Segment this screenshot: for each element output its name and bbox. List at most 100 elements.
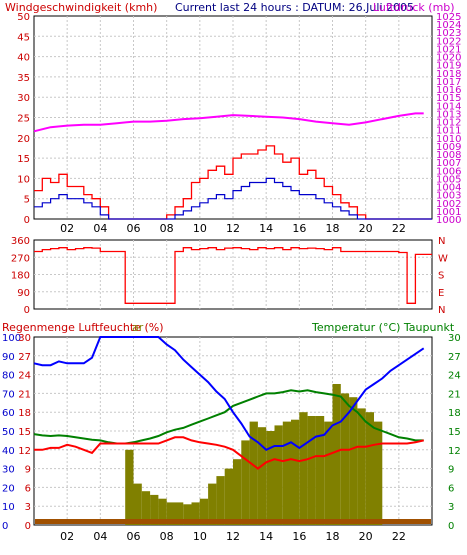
pressure-tick: 1013 [436,109,461,120]
pressure-tick: 1024 [436,20,461,31]
pressure-tick: 1018 [436,69,461,80]
x-tick-label: 04 [93,530,107,543]
pressure-tick: 1001 [436,207,461,218]
wind-speed-tick: 50 [17,12,30,23]
wind-speed-tick: 35 [17,73,30,84]
x-tick-label: 06 [127,530,141,543]
rain-bar [357,408,366,525]
rain-bar [241,440,250,525]
rain-bar [365,412,374,525]
x-tick-label: 04 [93,222,107,235]
rain-bar [299,412,308,525]
temperature-tick: 30 [448,333,461,344]
direction-degrees-axis: 360 270 180 90 0 [11,236,30,316]
rain-baseline-bar [35,519,431,524]
rain-bars [125,384,383,525]
pressure-tick: 1009 [436,142,461,153]
temperature-tick: 18 [448,408,461,419]
wind-average-line [34,177,432,220]
rain-bar [307,416,316,525]
rain-bar [166,502,175,525]
direction-degree-tick: 360 [11,236,30,247]
rain-bar [216,476,225,525]
rain-bar [224,468,233,525]
x-tick-label: 10 [193,530,207,543]
pressure-tick: 1007 [436,158,461,169]
wind-speed-tick: 30 [17,93,30,104]
pressure-tick: 1000 [436,215,461,226]
x-tick-label: 16 [292,530,306,543]
x-tick-label: 12 [226,222,240,235]
x-tick-label: 02 [60,222,74,235]
rain-bar [183,504,192,525]
x-tick-label: 02 [60,530,74,543]
pressure-tick: 1023 [436,28,461,39]
wind-speed-tick: 10 [17,174,30,185]
rain-bar [208,483,217,525]
wind-speed-tick: 5 [24,195,30,206]
wind-speed-tick: 15 [17,154,30,165]
direction-compass-tick: N [438,305,445,316]
direction-compass-tick: S [438,271,444,282]
temperature-tick: 12 [448,446,461,457]
rain-bar [324,421,333,525]
wind-speed-tick: 20 [17,134,30,145]
rain-bar [141,491,151,525]
temperature-tick: 15 [448,427,461,438]
pressure-tick: 1021 [436,44,461,55]
temperature-tick: 21 [448,389,461,400]
direction-panel-frame [33,239,433,310]
x-tick-label: 14 [259,222,273,235]
rain-tick: 3 [25,502,31,513]
rain-bar [315,416,325,525]
humidity-tick: 40 [2,446,15,457]
wind-panel-x-axis: 02 04 06 08 10 12 14 16 18 20 22 [60,222,406,235]
pressure-tick: 1015 [436,93,461,104]
direction-degree-tick: 0 [24,305,30,316]
pressure-tick: 1005 [436,174,461,185]
rain-bar [340,393,350,525]
rain-tick: 6 [25,483,31,494]
rain-axis: 0 3 6 9 12 15 18 21 24 27 30 [18,333,31,532]
rain-tick: 12 [18,446,31,457]
temperature-tick: 24 [448,371,461,382]
temperature-tick: 0 [448,521,454,532]
pressure-tick: 1008 [436,150,461,161]
direction-compass-tick: W [438,253,448,264]
x-tick-label: 14 [259,530,273,543]
temperature-tick: 27 [448,352,461,363]
pressure-tick: 1020 [436,53,461,64]
humidity-tick: 30 [2,465,15,476]
rain-bar [266,431,275,525]
x-tick-label: 22 [392,530,406,543]
rain-bar [133,483,142,525]
humidity-tick: 90 [2,352,15,363]
humidity-tick: 10 [2,502,15,513]
rain-bar [249,421,258,525]
rain-bar [349,397,358,525]
rain-bar [175,502,184,525]
x-tick-label: 08 [160,530,174,543]
wind-speed-tick: 25 [17,114,30,125]
x-tick-label: 10 [193,222,207,235]
rain-humidity-title-suffix: ar [132,321,144,334]
pressure-tick: 1002 [436,199,461,210]
pressure-tick: 1010 [436,134,461,145]
direction-compass-tick: N [438,236,445,247]
rain-tick: 15 [18,427,31,438]
pressure-line [33,112,424,133]
pressure-tick: 1012 [436,118,461,129]
x-tick-label: 06 [127,222,141,235]
rain-bar [291,419,300,525]
pressure-tick: 1017 [436,77,461,88]
rain-tick: 9 [25,465,31,476]
humidity-tick: 20 [2,483,15,494]
direction-degree-tick: 180 [11,271,30,282]
pressure-tick: 1016 [436,85,461,96]
rain-bar [158,498,167,525]
rain-tick: 30 [18,333,31,344]
wind-gust-line [34,145,432,220]
pressure-tick: 1022 [436,36,461,47]
rain-tick: 24 [18,371,31,382]
rain-bar [274,425,283,525]
